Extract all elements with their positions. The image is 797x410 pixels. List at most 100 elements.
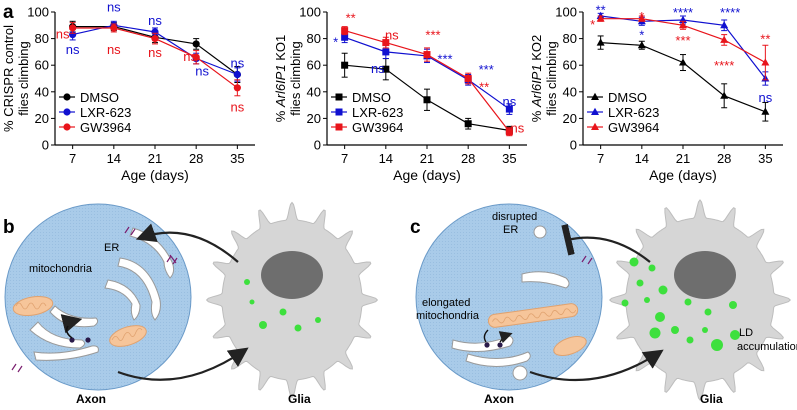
significance-label: **** xyxy=(720,5,740,20)
y-tick-label: 0 xyxy=(314,138,321,153)
x-tick-label: 28 xyxy=(461,151,475,166)
significance-label: ** xyxy=(479,79,489,94)
y-tick-label: 40 xyxy=(563,84,577,99)
significance-label: ns xyxy=(371,61,385,76)
significance-label: * xyxy=(639,28,644,43)
data-point xyxy=(341,33,349,41)
data-point xyxy=(637,41,646,49)
x-tick-label: 14 xyxy=(107,151,121,166)
panel-label-c: c xyxy=(410,217,421,238)
legend-marker xyxy=(591,92,599,100)
diagram-b: ER mitochondria Axon Glia xyxy=(4,201,379,406)
lipid-droplets xyxy=(244,279,321,332)
significance-label: ns xyxy=(183,49,197,64)
data-point xyxy=(679,21,687,29)
legend-marker xyxy=(591,107,599,115)
glia-body xyxy=(205,201,379,399)
legend-marker xyxy=(335,93,343,101)
y-tick-label: 0 xyxy=(570,138,577,153)
climbing-chart-ko2: 0 20 40 60 80 100 7 14 21 28 35 Age (days) % Arl6IP1… xyxy=(529,2,783,183)
data-point xyxy=(423,51,431,59)
glia-label-b: Glia xyxy=(288,392,311,406)
glia-cell xyxy=(205,201,379,399)
y-tick-label: 60 xyxy=(563,58,577,73)
climbing-chart-crispr-control: 0 20 40 60 80 100 7 14 21 28 35 Age (days) % CRISPR … xyxy=(1,0,255,183)
y-tick-label: 20 xyxy=(35,111,49,126)
axon-cell-c: disrupted ER elongated mitochondria xyxy=(415,203,603,391)
cristae xyxy=(15,302,143,341)
legend-marker xyxy=(63,123,71,131)
legend-marker xyxy=(335,123,343,131)
elongated-mito-label-1: elongated xyxy=(422,297,470,309)
significance-label: ** xyxy=(346,10,356,25)
legend-label: DMSO xyxy=(80,90,119,105)
lipid-droplets-c xyxy=(621,257,740,351)
significance-label: *** xyxy=(425,28,440,43)
x-tick-label: 21 xyxy=(420,151,434,166)
data-point xyxy=(69,24,77,32)
data-point xyxy=(596,38,605,46)
data-point xyxy=(464,120,472,128)
glia-nucleus xyxy=(261,251,323,299)
significance-label: ns xyxy=(230,56,244,71)
legend-label: DMSO xyxy=(352,90,391,105)
data-point xyxy=(151,35,159,43)
data-point xyxy=(382,48,390,56)
climbing-chart-ko1: 0 20 40 60 80 100 7 14 21 28 35 Age (days) % Arl6IP1… xyxy=(273,5,527,183)
membrane-proteins xyxy=(11,226,178,373)
data-point xyxy=(382,65,390,73)
y-tick-label: 40 xyxy=(35,84,49,99)
y-axis-label: % Arl6IP1 KO1flies climbing xyxy=(273,35,303,122)
legend-label: DMSO xyxy=(608,90,647,105)
significance-label: ns xyxy=(148,13,162,28)
y-tick-label: 60 xyxy=(307,58,321,73)
data-point xyxy=(382,39,390,47)
glia-cell-c xyxy=(608,199,792,401)
vesicle-transport xyxy=(60,314,91,343)
axon-label-c: Axon xyxy=(484,392,514,406)
significance-label: **** xyxy=(714,58,734,73)
data-point xyxy=(761,58,770,66)
y-tick-label: 80 xyxy=(35,31,49,46)
panel-label-a: a xyxy=(3,2,14,23)
y-tick-label: 0 xyxy=(42,138,49,153)
data-point xyxy=(679,58,687,66)
diagram-c: disrupted ER elongated mitochondria LD a… xyxy=(415,199,797,406)
x-tick-label: 7 xyxy=(597,151,604,166)
legend-label: GW3964 xyxy=(608,120,659,135)
significance-label: *** xyxy=(479,62,494,77)
significance-label: * xyxy=(590,17,595,32)
significance-label: ns xyxy=(56,26,70,41)
elongated-mitochondria xyxy=(487,303,587,357)
x-tick-label: 28 xyxy=(189,151,203,166)
disrupted-er-label-1: disrupted xyxy=(492,211,537,223)
significance-label: ns xyxy=(107,42,121,57)
significance-label: ns xyxy=(502,94,516,109)
legend-marker xyxy=(335,108,343,116)
data-point xyxy=(596,14,605,22)
legend-label: LXR-623 xyxy=(80,105,131,120)
significance-label: ns xyxy=(195,64,209,79)
data-point xyxy=(341,27,349,35)
data-point xyxy=(720,91,729,99)
x-axis-label: Age (days) xyxy=(121,167,189,183)
y-tick-label: 100 xyxy=(555,5,577,20)
y-tick-label: 40 xyxy=(307,84,321,99)
significance-label: ns xyxy=(66,42,80,57)
significance-label: * xyxy=(333,34,338,49)
significance-label: ns xyxy=(385,28,399,43)
data-point xyxy=(341,61,349,69)
axon-label-b: Axon xyxy=(76,392,106,406)
data-point xyxy=(720,21,729,29)
x-tick-label: 21 xyxy=(148,151,162,166)
legend-marker xyxy=(63,93,71,101)
legend-marker xyxy=(591,122,599,130)
elongated-mito-label-2: mitochondria xyxy=(416,310,480,322)
x-tick-label: 21 xyxy=(676,151,690,166)
legend-label: LXR-623 xyxy=(352,105,403,120)
data-point xyxy=(192,40,200,48)
significance-label: ns xyxy=(510,121,524,136)
x-tick-label: 35 xyxy=(758,151,772,166)
data-point xyxy=(637,14,646,22)
x-tick-label: 7 xyxy=(341,151,348,166)
